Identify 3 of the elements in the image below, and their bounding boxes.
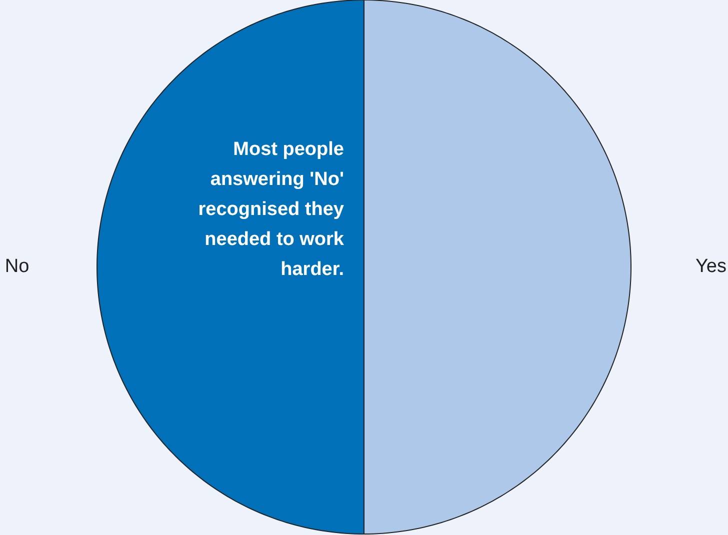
slice-label: Yes <box>696 256 726 278</box>
text: Most people answering 'No' recognised they needed to work harder. <box>198 139 344 280</box>
slice-label: No <box>4 256 30 278</box>
